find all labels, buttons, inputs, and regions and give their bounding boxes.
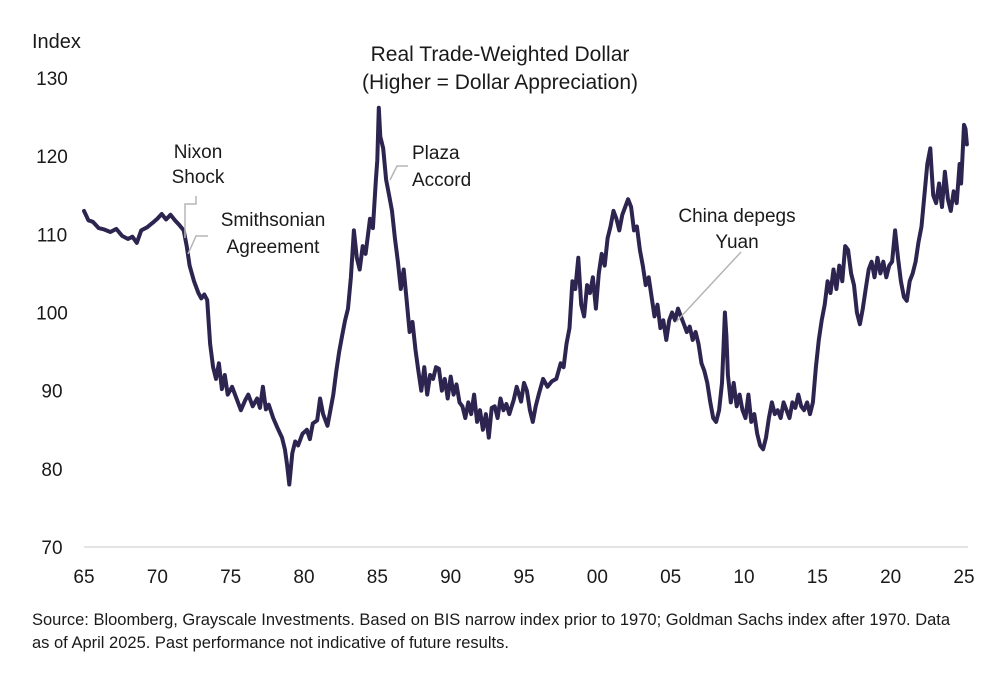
y-tick-label: 80	[41, 460, 62, 481]
annotation-nixon-shock-line1: Nixon	[174, 142, 223, 163]
x-tick-label: 80	[293, 567, 314, 588]
annotation-plaza-accord: Plaza Accord	[389, 143, 471, 191]
x-tick-label: 05	[660, 567, 681, 588]
x-axis-ticks: 65 70 75 80 85 90 95 00 05 10 15 20 25	[73, 567, 974, 588]
y-axis-label: Index	[32, 31, 81, 53]
annotation-leader-smithsonian	[187, 235, 208, 255]
annotation-leader-nixon-shock	[184, 196, 197, 238]
annotation-leader-plaza-accord	[389, 165, 408, 181]
annotation-smithsonian-line1: Smithsonian	[221, 210, 326, 231]
chart: Real Trade-Weighted Dollar (Higher = Dol…	[32, 31, 975, 588]
annotation-nixon-shock-line2: Shock	[172, 167, 225, 188]
y-tick-label: 100	[36, 304, 68, 325]
y-tick-label: 90	[41, 382, 62, 403]
annotation-plaza-accord-line2: Accord	[412, 170, 471, 191]
x-tick-label: 65	[73, 567, 94, 588]
annotation-smithsonian-line2: Agreement	[227, 237, 321, 258]
annotation-china-depegs-yuan: China depegs Yuan	[675, 206, 796, 323]
annotation-smithsonian: Smithsonian Agreement	[187, 210, 326, 258]
annotation-china-depegs-yuan-line2: Yuan	[715, 232, 758, 253]
annotation-plaza-accord-line1: Plaza	[412, 143, 460, 164]
y-tick-label: 120	[36, 147, 68, 168]
annotation-leader-china-depegs-yuan	[675, 251, 742, 323]
y-tick-label: 130	[36, 69, 68, 90]
y-tick-label: 110	[37, 225, 67, 246]
x-tick-label: 95	[513, 567, 534, 588]
y-axis-ticks: 70 80 90 100 110 120 130	[36, 69, 68, 559]
x-tick-label: 70	[147, 567, 168, 588]
annotation-nixon-shock: Nixon Shock	[172, 142, 225, 238]
chart-title: Real Trade-Weighted Dollar	[371, 43, 630, 66]
x-tick-label: 20	[880, 567, 901, 588]
chart-subtitle: (Higher = Dollar Appreciation)	[362, 71, 638, 94]
y-tick-label: 70	[41, 538, 62, 559]
annotation-china-depegs-yuan-line1: China depegs	[678, 206, 795, 227]
x-tick-label: 00	[587, 567, 608, 588]
source-note: Source: Bloomberg, Grayscale Investments…	[32, 611, 951, 652]
x-tick-label: 85	[367, 567, 388, 588]
x-tick-label: 15	[807, 567, 828, 588]
x-tick-label: 25	[953, 567, 974, 588]
x-tick-label: 75	[220, 567, 241, 588]
x-tick-label: 10	[733, 567, 754, 588]
series-line	[82, 105, 969, 487]
x-tick-label: 90	[440, 567, 461, 588]
